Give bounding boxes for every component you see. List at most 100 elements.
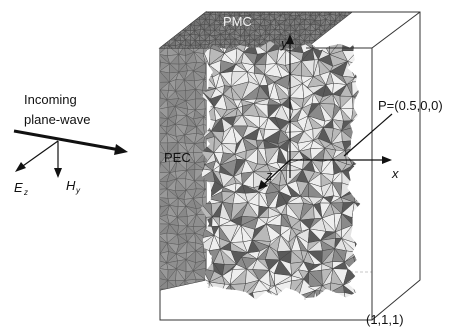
- pec-mesh-triangle: [187, 12, 197, 18]
- rough-mesh-triangle: [355, 291, 361, 300]
- pec-mesh-triangle: [169, 297, 178, 306]
- e-field-subscript: z: [23, 188, 28, 197]
- rough-mesh-triangle: [352, 213, 361, 230]
- pec-mesh-triangle: [160, 88, 161, 101]
- pmc-mesh-triangle: [179, 20, 186, 27]
- pmc-mesh-triangle: [160, 12, 161, 15]
- rough-mesh-triangle: [218, 296, 232, 300]
- pmc-mesh-triangle: [163, 12, 172, 16]
- pmc-mesh-triangle: [190, 14, 196, 21]
- incoming-label-line1: Incoming: [24, 92, 77, 107]
- pmc-mesh-triangle: [344, 23, 351, 31]
- rough-mesh-triangle: [364, 206, 377, 214]
- pmc-mesh-triangle: [169, 23, 175, 31]
- pec-mesh-triangle: [151, 0, 159, 9]
- rough-mesh-triangle: [366, 194, 376, 209]
- pmc-mesh-triangle: [155, 39, 160, 46]
- pec-mesh-triangle: [176, 287, 189, 290]
- pmc-mesh-triangle: [255, 6, 261, 10]
- pmc-mesh-triangle: [194, 12, 200, 17]
- pmc-mesh-triangle: [183, 13, 192, 22]
- rough-mesh-triangle: [353, 191, 361, 203]
- pmc-mesh-triangle: [354, 15, 360, 20]
- pec-mesh-triangle: [212, 297, 223, 306]
- point-marker-line: [343, 113, 393, 157]
- pmc-mesh-triangle: [289, 0, 295, 6]
- pec-mesh-triangle: [160, 81, 161, 91]
- pmc-mesh-triangle: [344, 23, 351, 31]
- pec-mesh-triangle: [194, 288, 204, 290]
- pmc-mesh-triangle: [154, 0, 160, 5]
- pmc-mesh-triangle: [245, 0, 251, 5]
- pec-mesh-triangle: [177, 297, 188, 306]
- pec-mesh-triangle: [202, 116, 206, 127]
- pmc-mesh-triangle: [221, 5, 225, 10]
- pmc-mesh-triangle: [289, 6, 295, 10]
- pmc-mesh-triangle: [315, 5, 321, 11]
- pmc-mesh-triangle: [349, 15, 352, 21]
- pmc-mesh-triangle: [149, 21, 156, 26]
- pmc-mesh-triangle: [199, 0, 206, 5]
- wave-propagation-arrow: [13, 129, 121, 152]
- pmc-mesh-triangle: [150, 45, 156, 51]
- rough-mesh-triangle: [365, 94, 376, 105]
- pec-mesh-triangle: [195, 289, 203, 290]
- pmc-mesh-triangle: [160, 12, 166, 15]
- pmc-mesh-triangle: [195, 5, 200, 10]
- pec-mesh-triangle: [203, 252, 206, 261]
- pmc-mesh-triangle: [160, 19, 166, 26]
- rough-mesh-triangle: [365, 229, 376, 242]
- rough-mesh-triangle: [366, 28, 378, 41]
- pec-mesh-triangle: [169, 299, 177, 306]
- pmc-mesh-triangle: [299, 0, 306, 5]
- pmc-mesh-triangle: [189, 12, 195, 17]
- pmc-mesh-triangle: [169, 0, 175, 6]
- rough-mesh-triangle: [365, 274, 381, 283]
- pmc-mesh-triangle: [265, 6, 269, 11]
- pmc-mesh-triangle: [169, 6, 175, 11]
- pmc-mesh-triangle: [265, 0, 271, 6]
- pmc-mesh-triangle: [240, 0, 245, 6]
- rough-mesh-triangle: [342, 41, 359, 52]
- pmc-mesh-triangle: [284, 6, 289, 11]
- pmc-mesh-triangle: [314, 0, 320, 5]
- pec-mesh-triangle: [203, 244, 206, 254]
- pmc-mesh-triangle: [205, 5, 210, 10]
- pmc-mesh-triangle: [160, 29, 167, 35]
- e-field-vector: [19, 140, 59, 169]
- pmc-mesh-triangle: [275, 5, 280, 12]
- rough-mesh-triangle: [229, 283, 246, 298]
- pmc-mesh-triangle: [160, 38, 161, 47]
- pec-mesh-triangle: [160, 153, 162, 164]
- pmc-mesh-triangle: [334, 5, 340, 10]
- x-axis-arrowhead: [382, 156, 392, 164]
- rough-mesh-triangle: [367, 139, 378, 154]
- pec-mesh-triangle: [150, 263, 158, 271]
- pmc-mesh-triangle: [178, 43, 186, 48]
- pmc-mesh-triangle: [339, 33, 346, 41]
- rough-mesh-triangle: [365, 281, 377, 297]
- pec-mesh-triangle: [175, 12, 189, 20]
- pmc-mesh-triangle: [169, 18, 176, 26]
- pec-mesh-triangle: [213, 287, 220, 297]
- pmc-mesh-triangle: [275, 0, 280, 6]
- pmc-mesh-triangle: [175, 18, 181, 27]
- pmc-mesh-triangle: [184, 1, 189, 6]
- pec-mesh-triangle: [160, 61, 161, 72]
- pec-mesh-triangle: [167, 0, 178, 10]
- pmc-mesh-triangle: [149, 0, 155, 6]
- pmc-mesh-triangle: [169, 23, 176, 31]
- pmc-mesh-triangle: [265, 0, 270, 6]
- pec-mesh-triangle: [160, 162, 162, 173]
- rough-mesh-triangle: [357, 50, 361, 65]
- pec-mesh-triangle: [168, 287, 179, 290]
- pmc-mesh-triangle: [229, 1, 235, 6]
- pmc-mesh-triangle: [310, 4, 315, 11]
- rough-mesh-triangle: [365, 273, 378, 280]
- pmc-mesh-triangle: [205, 0, 210, 6]
- pmc-mesh-triangle: [160, 13, 162, 21]
- pec-mesh-triangle: [160, 162, 161, 173]
- pmc-mesh-triangle: [354, 0, 360, 6]
- pmc-mesh-triangle: [265, 6, 270, 11]
